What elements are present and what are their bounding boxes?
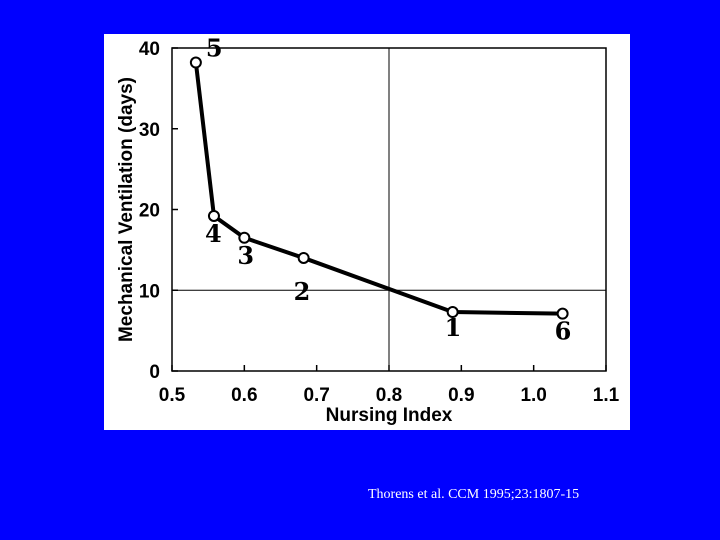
y-tick-label-2: 20 (139, 201, 160, 222)
x-axis-title: Nursing Index (326, 405, 453, 426)
y-tick-label-1: 10 (139, 281, 160, 302)
data-point-5 (189, 56, 202, 69)
x-tick-label-0: 0.5 (159, 385, 186, 406)
x-tick-label-1: 0.6 (231, 385, 257, 406)
point-label-6: 6 (555, 317, 572, 346)
x-tick-label-5: 1.0 (520, 385, 546, 406)
y-axis-title: Mechanical Ventilation (days) (116, 77, 137, 342)
point-label-2: 2 (294, 277, 311, 306)
point-label-1: 1 (445, 313, 462, 342)
x-tick-label-2: 0.7 (303, 385, 329, 406)
data-point-4 (207, 209, 220, 222)
chart-panel: 0.5 0.6 0.7 0.8 0.9 1.0 1.1 0 10 20 30 40 Nursing In… (104, 34, 630, 430)
y-tick-label-4: 40 (139, 39, 160, 60)
data-point-2 (297, 251, 310, 264)
mechanical-ventilation-chart: 0.5 0.6 0.7 0.8 0.9 1.0 1.1 0 10 20 30 40 Nursing In… (116, 34, 620, 426)
point-label-5: 5 (206, 34, 223, 63)
point-label-4: 4 (205, 219, 222, 248)
y-tick-label-3: 30 (139, 120, 160, 141)
data-point-1 (446, 306, 459, 319)
data-point-6 (556, 307, 569, 320)
x-tick-label-3: 0.8 (376, 385, 402, 406)
series-line (193, 62, 563, 316)
data-point-3 (238, 231, 251, 244)
x-tick-label-6: 1.1 (593, 385, 620, 406)
point-label-3: 3 (237, 241, 254, 270)
citation-text: Thorens et al. CCM 1995;23:1807-15 (368, 487, 580, 502)
y-tick-label-0: 0 (149, 362, 160, 383)
x-tick-label-4: 0.9 (448, 385, 474, 406)
